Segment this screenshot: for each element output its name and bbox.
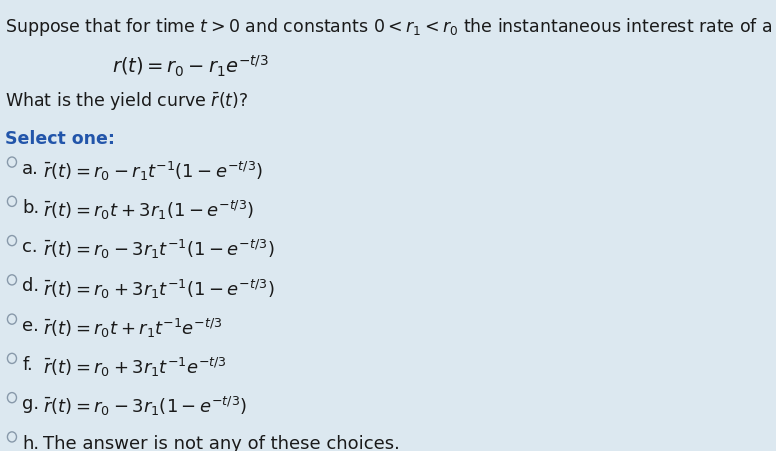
Text: $\bar{r}(t) = r_0 - 3r_1(1 - e^{-t/3})$: $\bar{r}(t) = r_0 - 3r_1(1 - e^{-t/3})$ (43, 395, 247, 418)
Text: Suppose that for time $t > 0$ and constants $0 < r_1 < r_0$ the instantaneous in: Suppose that for time $t > 0$ and consta… (5, 16, 776, 38)
Text: b.: b. (23, 198, 40, 216)
Text: $\bar{r}(t) = r_0 t + r_1 t^{-1} e^{-t/3}$: $\bar{r}(t) = r_0 t + r_1 t^{-1} e^{-t/3… (43, 316, 223, 339)
Text: g.: g. (23, 395, 40, 412)
Text: f.: f. (23, 355, 33, 373)
Text: h.: h. (23, 433, 40, 451)
Text: Select one:: Select one: (5, 130, 115, 148)
Text: $\bar{r}(t) = r_0 t + 3r_1(1 - e^{-t/3})$: $\bar{r}(t) = r_0 t + 3r_1(1 - e^{-t/3})… (43, 198, 254, 221)
Text: $r(t) = r_0 - r_1 e^{-t/3}$: $r(t) = r_0 - r_1 e^{-t/3}$ (112, 54, 268, 79)
Text: a.: a. (23, 159, 39, 177)
Text: $\bar{r}(t) = r_0 + 3r_1 t^{-1} e^{-t/3}$: $\bar{r}(t) = r_0 + 3r_1 t^{-1} e^{-t/3}… (43, 355, 227, 378)
Text: $\bar{r}(t) = r_0 + 3r_1 t^{-1}(1 - e^{-t/3})$: $\bar{r}(t) = r_0 + 3r_1 t^{-1}(1 - e^{-… (43, 277, 275, 300)
Text: c.: c. (23, 238, 38, 256)
Text: d.: d. (23, 277, 40, 295)
Text: $\bar{r}(t) = r_0 - 3r_1 t^{-1}(1 - e^{-t/3})$: $\bar{r}(t) = r_0 - 3r_1 t^{-1}(1 - e^{-… (43, 238, 275, 261)
Text: What is the yield curve $\bar{r}(t)$?: What is the yield curve $\bar{r}(t)$? (5, 90, 248, 112)
Text: The answer is not any of these choices.: The answer is not any of these choices. (43, 433, 400, 451)
Text: $\bar{r}(t) = r_0 - r_1 t^{-1}(1 - e^{-t/3})$: $\bar{r}(t) = r_0 - r_1 t^{-1}(1 - e^{-t… (43, 159, 263, 182)
Text: e.: e. (23, 316, 39, 334)
